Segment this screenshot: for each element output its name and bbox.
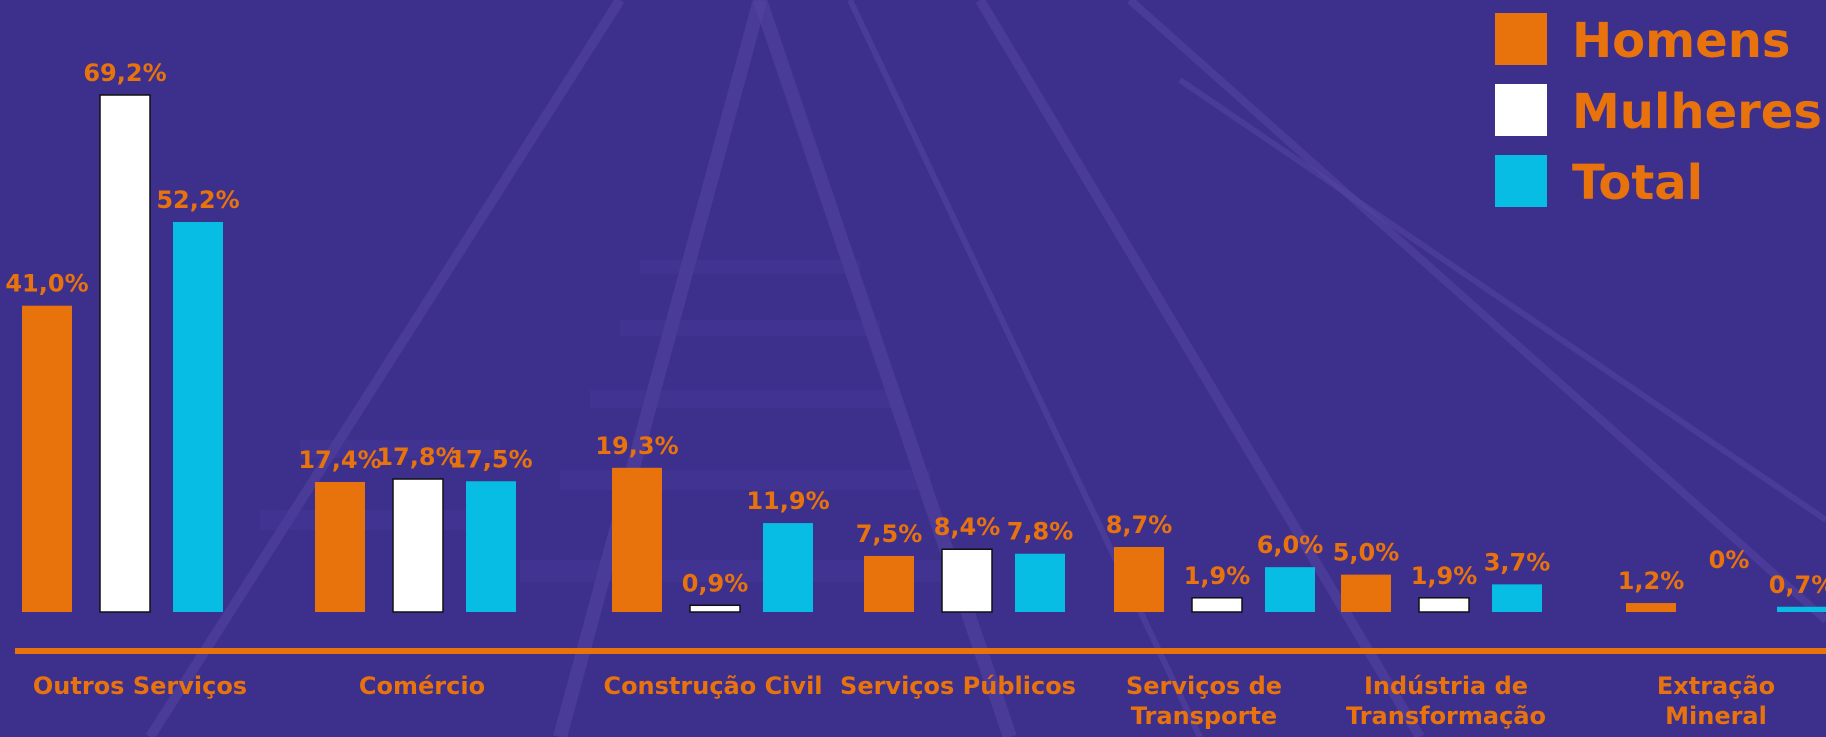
bar-total-3: [1015, 553, 1065, 612]
value-label-homens-4: 8,7%: [1106, 511, 1173, 539]
legend-label-mulheres: Mulheres: [1572, 84, 1822, 140]
value-label-total-1: 17,5%: [449, 445, 532, 473]
category-label-3: Serviços Públicos: [840, 672, 1076, 700]
value-label-mulheres-0: 69,2%: [83, 59, 166, 87]
bar-total-6: [1777, 606, 1826, 612]
value-label-mulheres-6: 0%: [1709, 546, 1750, 574]
value-label-total-4: 6,0%: [1257, 531, 1324, 559]
value-label-mulheres-4: 1,9%: [1184, 562, 1251, 590]
value-label-homens-0: 41,0%: [5, 270, 88, 298]
bar-total-5: [1492, 584, 1542, 612]
legend-label-homens: Homens: [1572, 13, 1790, 69]
category-label-1: Comércio: [359, 672, 485, 700]
bar-homens-6: [1626, 603, 1676, 612]
bar-total-4: [1265, 567, 1315, 612]
bar-total-0: [173, 222, 223, 612]
category-labels-layer: Outros Serviços Comércio Construção Civil S…: [33, 672, 1775, 730]
legend-swatch-total: [1495, 155, 1547, 207]
value-label-mulheres-1: 17,8%: [376, 443, 459, 471]
bar-homens-2: [612, 467, 662, 612]
legend: Homens Mulheres Total: [1495, 13, 1822, 211]
value-label-homens-1: 17,4%: [298, 446, 381, 474]
legend-swatch-homens: [1495, 13, 1547, 65]
bar-homens-1: [315, 482, 365, 612]
bar-homens-5: [1341, 574, 1391, 612]
value-label-total-3: 7,8%: [1007, 518, 1074, 546]
value-label-homens-6: 1,2%: [1618, 567, 1685, 595]
category-label-4-line0: Serviços de: [1126, 672, 1282, 700]
value-label-total-5: 3,7%: [1484, 548, 1551, 576]
category-label-6-line1: Mineral: [1665, 702, 1767, 730]
bar-mulheres-4: [1191, 597, 1243, 613]
bar-mulheres-5: [1418, 597, 1470, 613]
bar-homens-0: [22, 305, 72, 612]
value-label-total-2: 11,9%: [746, 487, 829, 515]
legend-swatch-mulheres: [1495, 84, 1547, 136]
value-label-total-0: 52,2%: [156, 186, 239, 214]
value-label-homens-2: 19,3%: [595, 432, 678, 460]
bar-mulheres-3: [941, 548, 993, 613]
category-label-0: Outros Serviços: [33, 672, 247, 700]
value-label-mulheres-3: 8,4%: [934, 513, 1001, 541]
value-label-mulheres-5: 1,9%: [1411, 562, 1478, 590]
category-label-4-line1: Transporte: [1131, 702, 1277, 730]
value-label-homens-5: 5,0%: [1333, 539, 1400, 567]
bar-mulheres-0: [99, 94, 151, 613]
bars-layer: [22, 94, 1826, 613]
legend-label-total: Total: [1572, 155, 1703, 211]
bar-homens-4: [1114, 547, 1164, 612]
x-axis-line: [15, 648, 1826, 654]
value-label-total-6: 0,7%: [1769, 571, 1826, 599]
value-label-mulheres-2: 0,9%: [682, 569, 749, 597]
value-label-homens-3: 7,5%: [856, 520, 923, 548]
bar-total-1: [466, 481, 516, 612]
category-label-2: Construção Civil: [603, 672, 822, 700]
value-labels-layer: 41,0% 17,4% 19,3% 7,5% 8,7% 5,0% 1,2% 69,2% 17,8…: [5, 59, 1826, 599]
bar-homens-3: [864, 555, 914, 612]
category-label-5-line1: Transformação: [1346, 702, 1546, 730]
bar-mulheres-2: [689, 604, 741, 613]
category-label-6-line0: Extração: [1657, 672, 1775, 700]
bar-total-2: [763, 523, 813, 612]
bar-mulheres-1: [392, 478, 444, 613]
category-label-5-line0: Indústria de: [1364, 672, 1528, 700]
